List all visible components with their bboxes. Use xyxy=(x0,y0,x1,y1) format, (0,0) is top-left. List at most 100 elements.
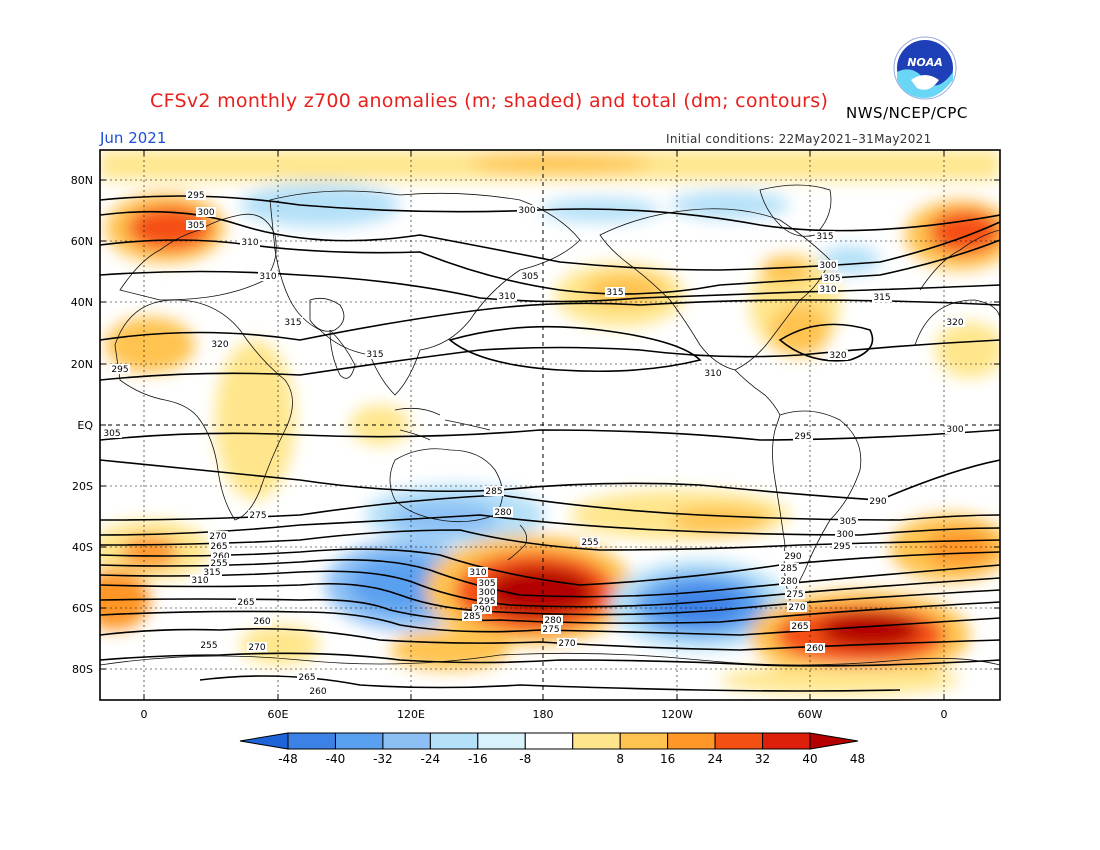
lat-label: 80S xyxy=(72,663,93,676)
contour-label: 270 xyxy=(788,603,805,613)
lat-label: 20S xyxy=(72,480,93,493)
initial-conditions: Initial conditions: 22May2021–31May2021 xyxy=(666,132,932,146)
lat-label: 60S xyxy=(72,602,93,615)
contour-label: 315 xyxy=(873,293,890,303)
height-contours xyxy=(100,195,1000,692)
contour-label: 260 xyxy=(806,644,823,654)
colorbar-swatch xyxy=(477,732,526,750)
contour-label: 255 xyxy=(210,559,227,569)
contour-label: 315 xyxy=(816,232,833,242)
lat-label: EQ xyxy=(77,419,93,432)
contour-label: 275 xyxy=(249,511,266,521)
contour-label: 310 xyxy=(191,576,208,586)
contour-label: 280 xyxy=(544,616,561,626)
contour-label: 320 xyxy=(211,340,228,350)
contour-label: 280 xyxy=(780,577,797,587)
contour-label: 260 xyxy=(309,687,326,697)
contour-label: 290 xyxy=(473,605,490,615)
chart-title: CFSv2 monthly z700 anomalies (m; shaded)… xyxy=(150,90,829,112)
colorbar-swatch xyxy=(334,732,384,750)
colorbar-tick-label: 16 xyxy=(660,752,675,766)
contour-label: 285 xyxy=(485,487,502,497)
forecast-month: Jun 2021 xyxy=(100,129,167,147)
agency-label: NWS/NCEP/CPC xyxy=(846,104,968,122)
contour-label: 320 xyxy=(829,351,846,361)
contour-label: 295 xyxy=(187,191,204,201)
contour-label: 290 xyxy=(784,552,801,562)
colorbar-tick-label: -24 xyxy=(421,752,441,766)
lon-label: 0 xyxy=(141,708,148,721)
colorbar-tick-label: 40 xyxy=(802,752,817,766)
colorbar-swatch xyxy=(572,732,621,750)
contour-label: 305 xyxy=(521,272,538,282)
latitude-labels: 80N 60N 40N 20N EQ 20S 40S 60S 80S xyxy=(71,174,94,676)
contour-label: 300 xyxy=(819,261,836,271)
colorbar-tick-label: -40 xyxy=(326,752,346,766)
contour-label: 290 xyxy=(869,497,886,507)
colorbar-arrow-high xyxy=(809,732,859,750)
contour-label: 255 xyxy=(200,641,217,651)
contour-label: 310 xyxy=(819,285,836,295)
colorbar-tick-label: -48 xyxy=(278,752,298,766)
coastlines xyxy=(100,184,1000,666)
colorbar-swatch xyxy=(287,732,336,750)
contour-label: 270 xyxy=(248,643,265,653)
contour-label: 285 xyxy=(463,612,480,622)
contour-label: 315 xyxy=(284,318,301,328)
contour-label: 310 xyxy=(498,292,515,302)
contour-label: 265 xyxy=(791,622,808,632)
lat-label: 40N xyxy=(71,296,93,309)
lon-label: 60W xyxy=(798,708,823,721)
lon-label: 120E xyxy=(397,708,425,721)
lon-label: 0 xyxy=(941,708,948,721)
contour-label: 270 xyxy=(209,532,226,542)
contour-label: 295 xyxy=(111,365,128,375)
colorbar-tick-label: 8 xyxy=(616,752,624,766)
contour-label: 265 xyxy=(298,673,315,683)
lon-label: 120W xyxy=(661,708,693,721)
contour-label: 260 xyxy=(212,552,229,562)
contour-label: 285 xyxy=(780,564,797,574)
lat-label: 40S xyxy=(72,541,93,554)
lon-label: 180 xyxy=(533,708,554,721)
colorbar-swatch xyxy=(382,732,431,750)
colorbar-swatch xyxy=(619,732,669,750)
contour-label: 300 xyxy=(478,588,495,598)
colorbar: -48 -40 -32 -24 -16 -8 8 16 24 32 40 48 xyxy=(239,732,865,766)
contour-label: 305 xyxy=(839,517,856,527)
contour-label: 310 xyxy=(469,568,486,578)
contour-label: 315 xyxy=(203,568,220,578)
noaa-logo: NOAA xyxy=(893,36,957,100)
contour-label: 300 xyxy=(946,425,963,435)
contour-label: 305 xyxy=(823,274,840,284)
contour-label: 280 xyxy=(494,508,511,518)
contour-label: 305 xyxy=(103,429,120,439)
colorbar-tick-label: 24 xyxy=(707,752,722,766)
axis-ticks xyxy=(100,150,1000,700)
contour-label: 305 xyxy=(478,579,495,589)
contour-label: 315 xyxy=(606,288,623,298)
contour-label: 275 xyxy=(542,625,559,635)
lat-label: 20N xyxy=(71,358,93,371)
lat-label: 60N xyxy=(71,235,93,248)
contour-label: 295 xyxy=(794,432,811,442)
colorbar-swatch xyxy=(714,732,764,750)
lat-label: 80N xyxy=(71,174,93,187)
lon-label: 60E xyxy=(268,708,289,721)
colorbar-tick-label: -8 xyxy=(519,752,531,766)
contour-label: 300 xyxy=(518,206,535,216)
colorbar-swatch xyxy=(667,732,716,750)
colorbar-tick-label: 32 xyxy=(755,752,770,766)
colorbar-tick-label: -16 xyxy=(468,752,488,766)
contour-label: 300 xyxy=(836,530,853,540)
longitude-labels: 0 60E 120E 180 120W 60W 0 xyxy=(141,708,948,721)
contour-label: 295 xyxy=(833,542,850,552)
contour-label: 320 xyxy=(946,318,963,328)
colorbar-tick-label: -32 xyxy=(373,752,393,766)
contour-label: 310 xyxy=(704,369,721,379)
contour-label: 265 xyxy=(237,598,254,608)
contour-label: 305 xyxy=(187,221,204,231)
contour-label: 265 xyxy=(210,542,227,552)
